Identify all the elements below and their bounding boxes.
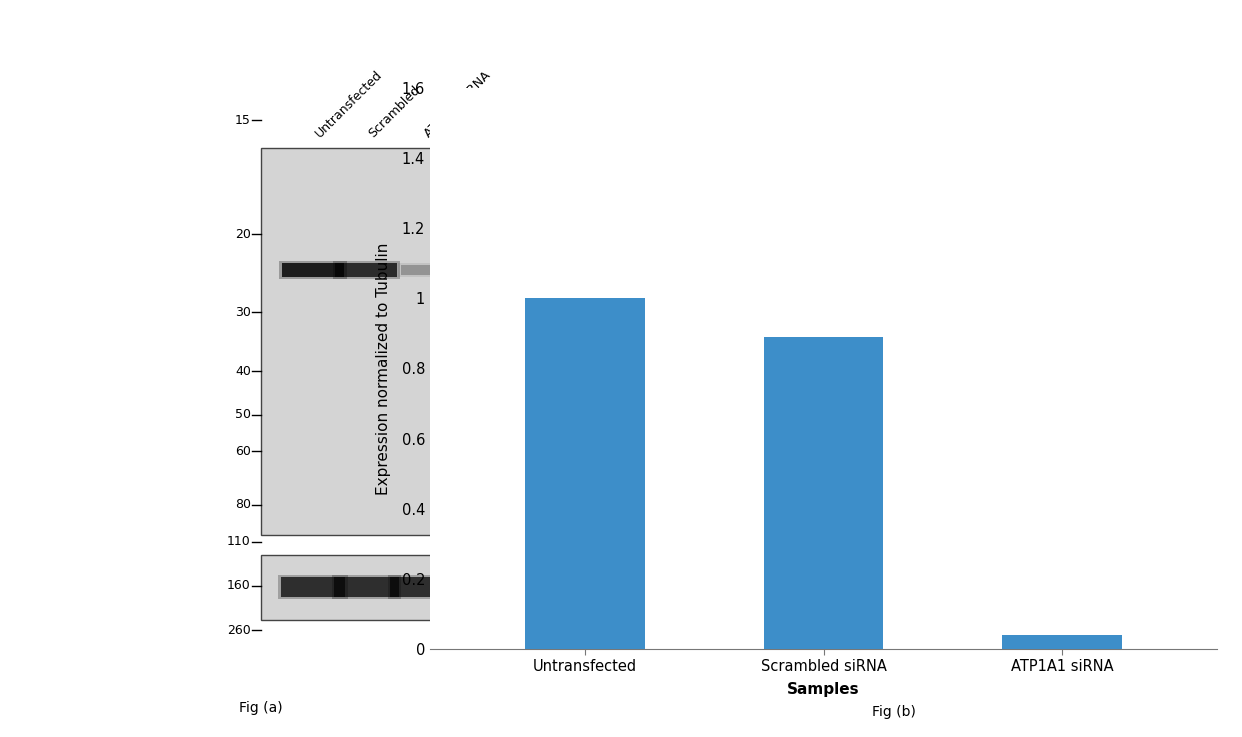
Text: ATP1A1
~100  KDa: ATP1A1 ~100 KDa <box>465 251 533 281</box>
Text: Fig (b): Fig (b) <box>872 705 917 719</box>
Bar <box>333 261 400 279</box>
Bar <box>525 298 645 649</box>
Text: 260: 260 <box>227 624 251 637</box>
Bar <box>281 577 345 597</box>
Bar <box>397 263 447 277</box>
Text: Untransfected: Untransfected <box>313 68 385 140</box>
Text: 80: 80 <box>235 498 251 511</box>
Bar <box>388 575 457 599</box>
Bar <box>279 261 347 279</box>
Bar <box>335 263 397 277</box>
Bar <box>278 575 348 599</box>
Bar <box>332 575 401 599</box>
Bar <box>390 577 455 597</box>
Y-axis label: Expression normalized to Tubulin: Expression normalized to Tubulin <box>375 242 390 495</box>
Text: 110: 110 <box>227 535 251 548</box>
Text: ATP1A1 siRNA: ATP1A1 siRNA <box>422 69 493 140</box>
Text: Fig (a): Fig (a) <box>238 701 283 715</box>
Text: 15: 15 <box>235 113 251 127</box>
Bar <box>261 148 457 535</box>
X-axis label: Samples: Samples <box>787 682 859 697</box>
Bar <box>334 577 399 597</box>
Text: 40: 40 <box>235 365 251 378</box>
Text: 60: 60 <box>235 444 251 458</box>
Text: 20: 20 <box>235 228 251 241</box>
Text: 30: 30 <box>235 306 251 319</box>
Bar <box>764 337 883 649</box>
Bar <box>261 555 457 620</box>
Bar <box>1002 635 1122 649</box>
Text: 160: 160 <box>227 579 251 593</box>
Text: 50: 50 <box>235 408 251 422</box>
Text: Tubulin: Tubulin <box>465 581 509 593</box>
Text: Scrambled: Scrambled <box>366 83 424 140</box>
Bar <box>400 265 445 275</box>
Bar <box>282 263 344 277</box>
